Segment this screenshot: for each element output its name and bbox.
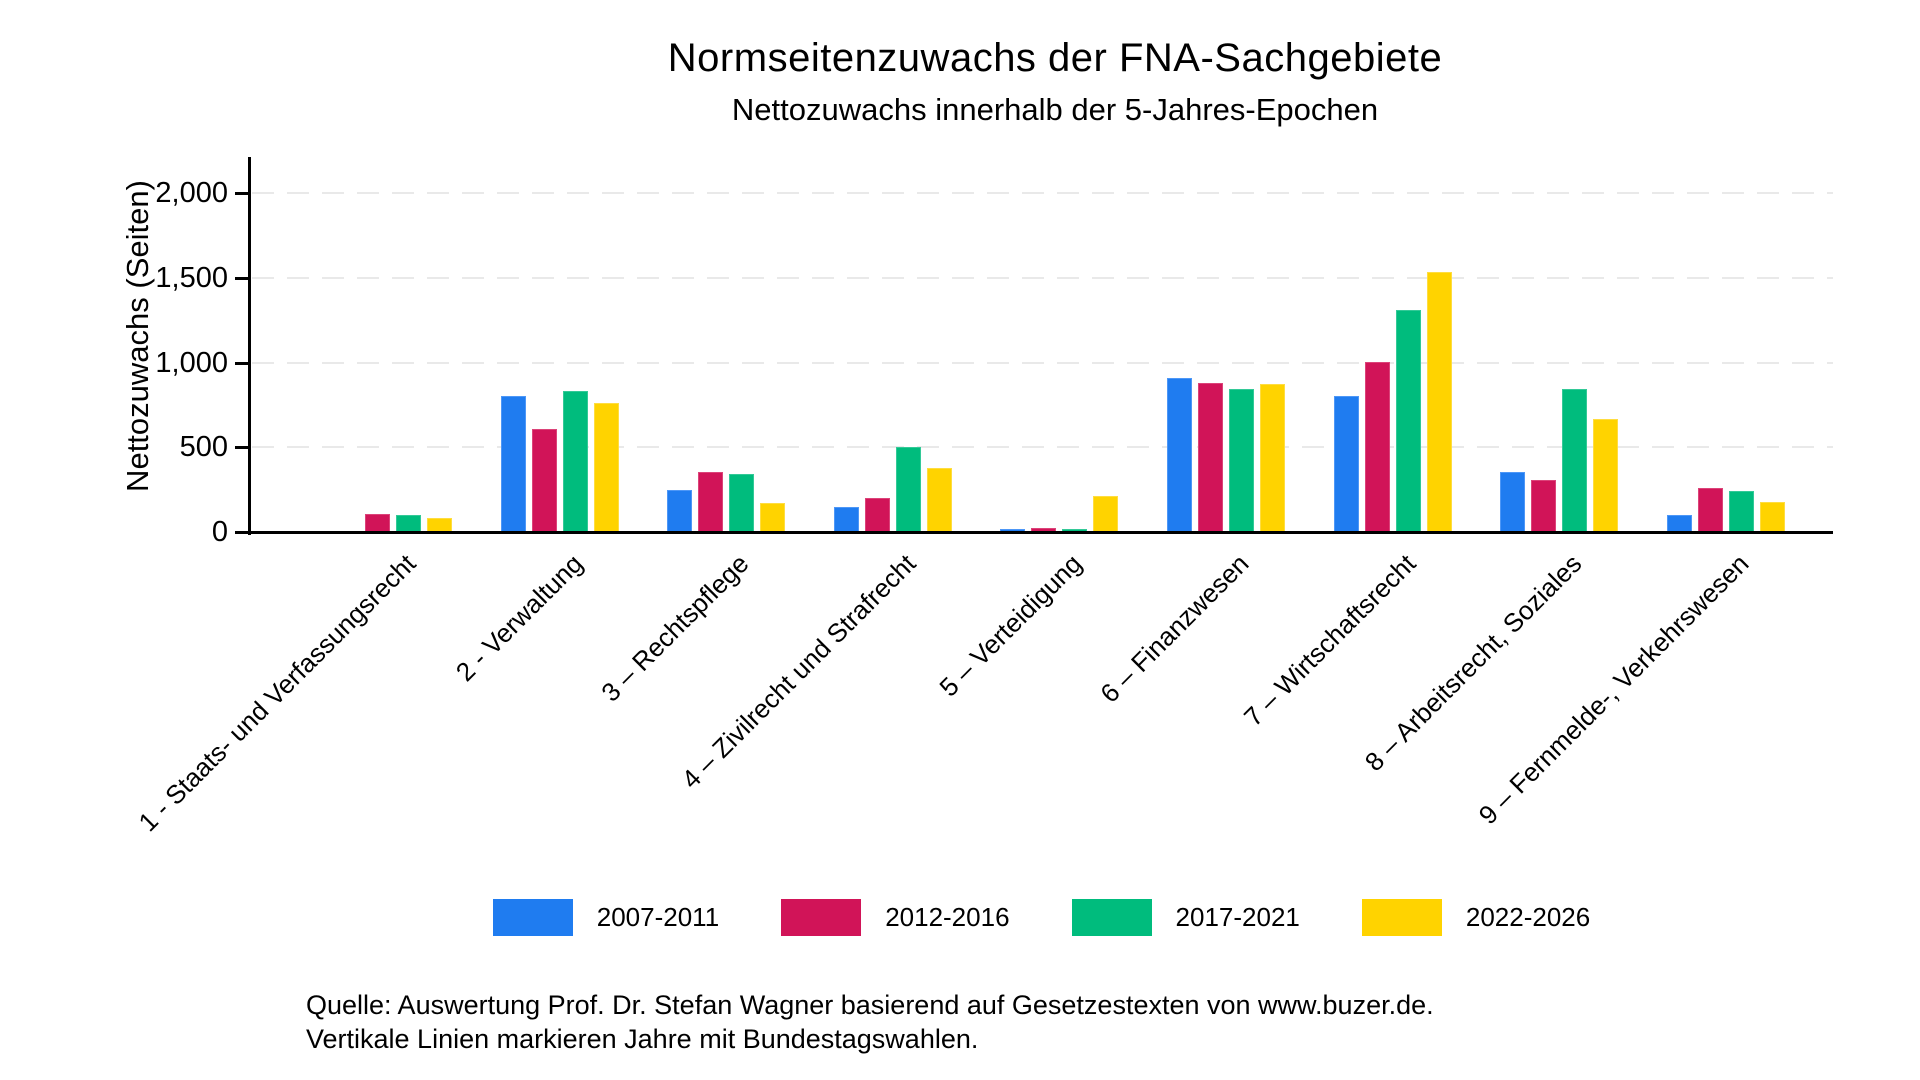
bar (562, 391, 588, 532)
legend-label: 2012-2016 (885, 902, 1010, 932)
y-tick-mark (235, 276, 248, 280)
bar (1198, 383, 1223, 532)
bar-group (1167, 157, 1285, 532)
bar-group (667, 157, 786, 532)
bar (427, 518, 452, 532)
legend-item: 2017-2021 (1071, 899, 1300, 936)
plot-area (250, 157, 1833, 532)
legend-swatch (1071, 899, 1152, 936)
x-axis-line (248, 531, 1833, 534)
legend-label: 2017-2021 (1175, 902, 1300, 932)
bar (760, 503, 786, 532)
legend-item: 2012-2016 (781, 899, 1010, 936)
bar (667, 490, 693, 532)
legend-swatch (1361, 899, 1442, 936)
bar (500, 396, 526, 532)
bar-group (1333, 157, 1452, 532)
page-title: Normseitenzuwachs der FNA-Sachgebiete (667, 36, 1443, 80)
legend-swatch (492, 899, 573, 936)
source-note: Quelle: Auswertung Prof. Dr. Stefan Wagn… (306, 988, 1434, 1056)
y-axis-line (248, 157, 251, 535)
bar (1562, 389, 1588, 532)
bar-group (334, 157, 452, 532)
page-subtitle: Nettozuwachs innerhalb der 5-Jahres-Epoc… (731, 92, 1379, 127)
bar-group (833, 157, 952, 532)
bar (365, 514, 390, 532)
bar (926, 468, 952, 532)
y-tick-mark (235, 361, 248, 365)
bar (1500, 472, 1526, 532)
bar (1093, 496, 1119, 532)
bar (1167, 378, 1192, 532)
y-tick-label: 1,500 (155, 261, 228, 294)
y-tick-mark (235, 446, 248, 450)
bar (698, 472, 724, 532)
bar-group (500, 157, 619, 532)
bar (1333, 396, 1359, 532)
bar (833, 507, 859, 532)
y-tick-label: 500 (179, 431, 228, 464)
legend-label: 2007-2011 (596, 902, 720, 932)
y-tick-mark (235, 192, 248, 196)
bar-group (1000, 157, 1119, 532)
source-note-line-1: Quelle: Auswertung Prof. Dr. Stefan Wagn… (306, 990, 1434, 1020)
bar (1728, 491, 1754, 532)
bar-group (1500, 157, 1619, 532)
bar (1593, 419, 1619, 532)
y-tick-label: 0 (211, 516, 228, 548)
y-tick-label: 2,000 (155, 177, 228, 210)
bar (895, 447, 921, 532)
bar-group (1666, 157, 1785, 532)
bar (1531, 480, 1557, 532)
gridline (252, 192, 1833, 195)
gridline (252, 446, 1833, 449)
source-note-line-2: Vertikale Linien markieren Jahre mit Bun… (306, 1024, 979, 1054)
bar (1759, 502, 1785, 532)
bar (396, 515, 421, 532)
bar (1229, 389, 1254, 532)
gridline (252, 276, 1833, 279)
legend-label: 2022-2026 (1465, 902, 1591, 932)
legend: 2007-2011 2012-2016 2017-2021 2022-2026 (250, 899, 1833, 936)
legend-swatch (781, 899, 862, 936)
bar (1395, 310, 1421, 532)
legend-item: 2007-2011 (492, 899, 720, 936)
bar (864, 498, 890, 532)
y-tick-label: 1,000 (155, 346, 228, 379)
bar (1364, 362, 1390, 532)
y-tick-mark (235, 531, 248, 534)
bar (531, 429, 557, 532)
bar (729, 474, 755, 532)
bar (1260, 384, 1285, 532)
bar (1426, 272, 1452, 532)
bar (1697, 488, 1723, 532)
legend-item: 2022-2026 (1361, 899, 1591, 936)
bar (593, 403, 619, 532)
gridline (252, 361, 1833, 364)
bar (1666, 515, 1692, 532)
